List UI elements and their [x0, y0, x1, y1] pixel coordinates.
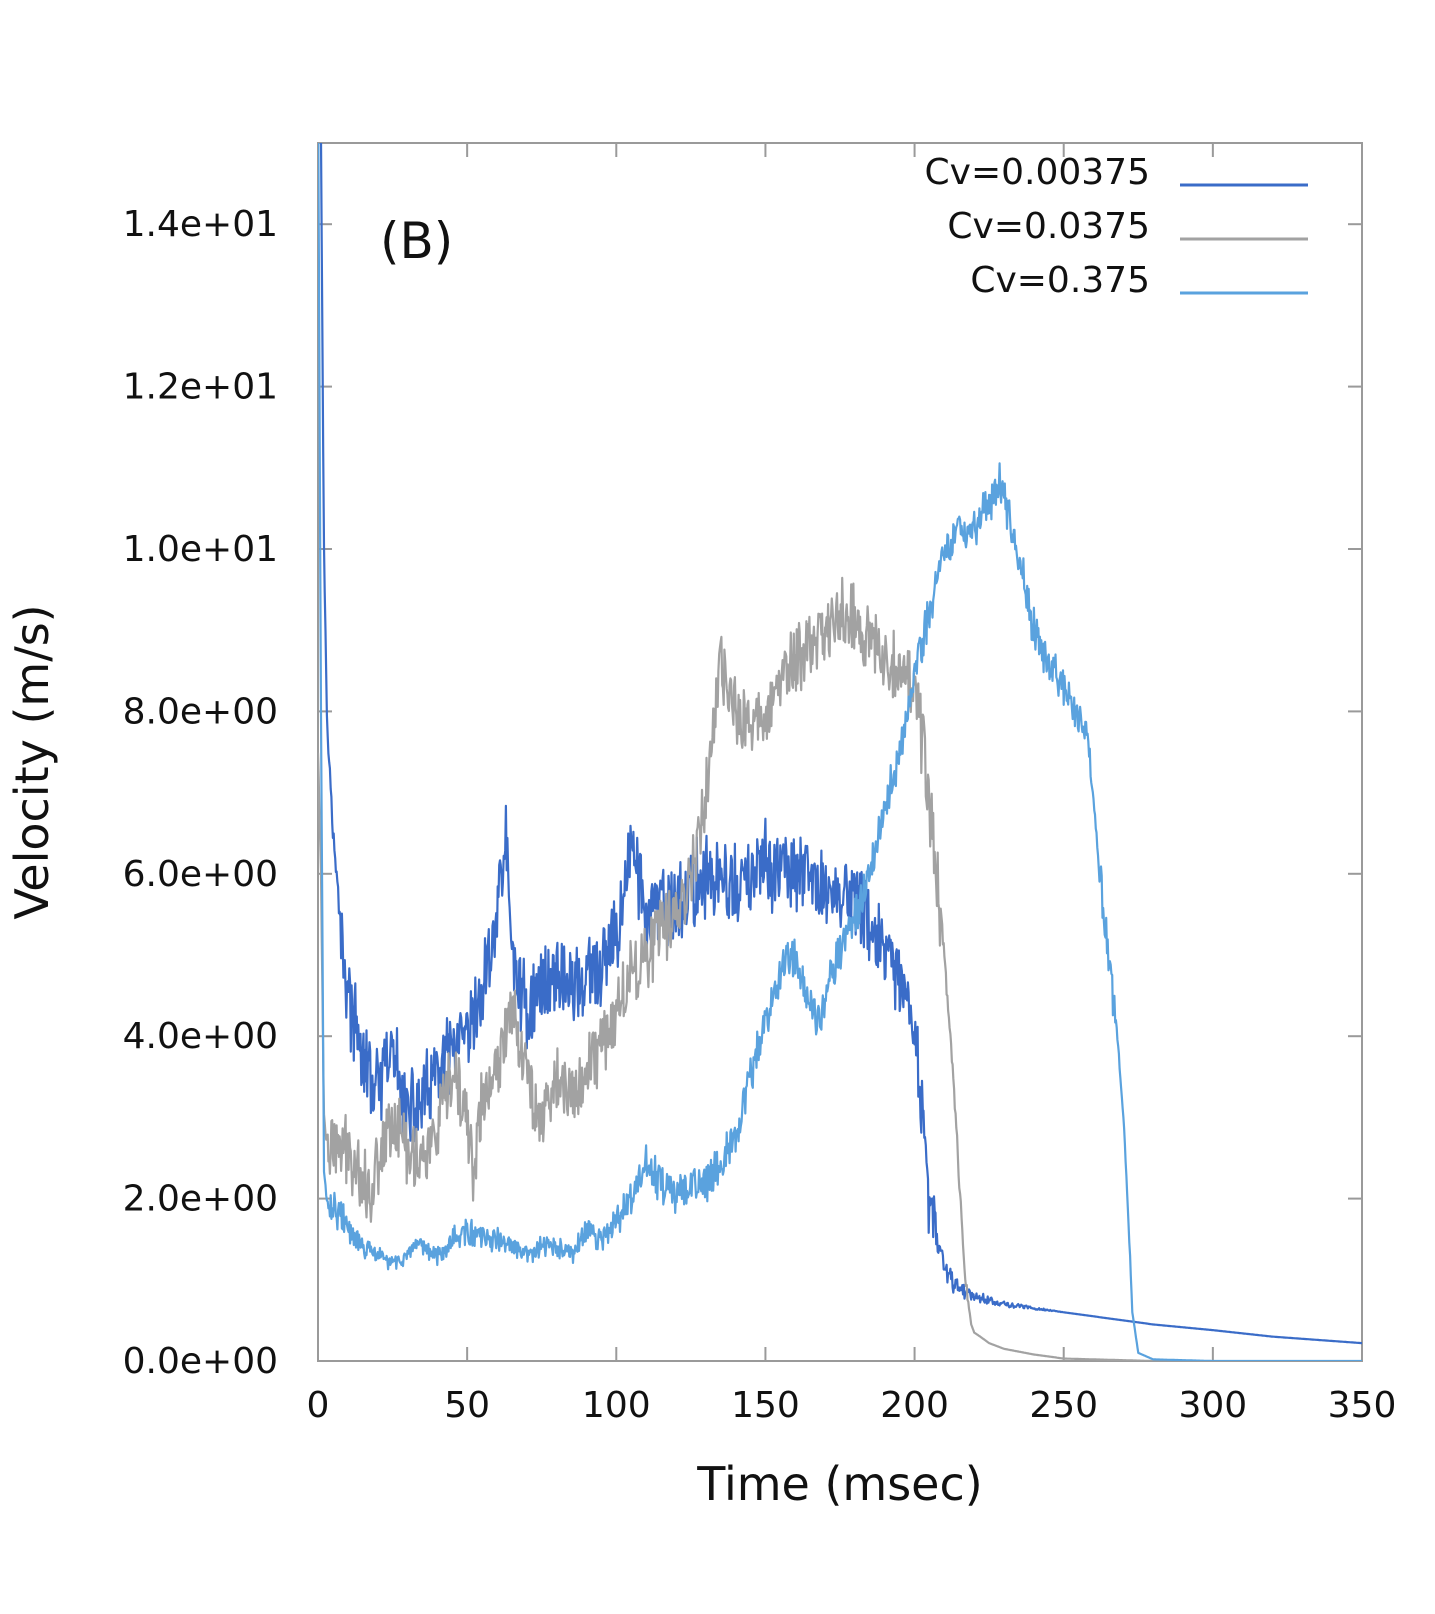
- y-tick-label: 1.2e+01: [123, 367, 278, 408]
- y-tick-label: 6.0e+00: [123, 854, 278, 895]
- x-tick-label: 200: [880, 1385, 949, 1426]
- x-tick-label: 350: [1328, 1385, 1397, 1426]
- y-tick-label: 2.0e+00: [123, 1179, 278, 1220]
- x-tick-label: 150: [731, 1385, 800, 1426]
- y-tick-label: 8.0e+00: [123, 691, 278, 732]
- series-line-2: [318, 576, 1154, 1361]
- y-tick-label: 0.0e+00: [123, 1341, 278, 1382]
- y-tick-label: 1.0e+01: [123, 529, 278, 570]
- legend: Cv=0.00375 Cv=0.0375 Cv=0.375: [925, 152, 1308, 301]
- y-tick-label: 4.0e+00: [123, 1016, 278, 1057]
- axis-ticks: [317, 143, 1363, 1362]
- y-tick-label: 1.4e+01: [123, 204, 278, 245]
- legend-label-1: Cv=0.00375: [925, 152, 1150, 193]
- tick-labels: 0 50 100 150 200 250 300 350 0.0e+00 2.0e+00 4.0e+…: [123, 204, 1397, 1426]
- x-tick-label: 250: [1029, 1385, 1098, 1426]
- series-line-3: [318, 143, 1362, 1361]
- x-tick-label: 0: [307, 1385, 330, 1426]
- y-axis-title: Velocity (m/s): [5, 604, 59, 919]
- plot-frame: [317, 142, 1363, 1362]
- legend-label-3: Cv=0.375: [970, 260, 1150, 301]
- x-tick-label: 100: [582, 1385, 651, 1426]
- legend-label-2: Cv=0.0375: [947, 206, 1150, 247]
- panel-label: (B): [380, 212, 453, 270]
- series-line-1: [319, 143, 1362, 1345]
- x-axis-title: Time (msec): [696, 1457, 982, 1511]
- x-tick-label: 300: [1178, 1385, 1247, 1426]
- x-tick-label: 50: [444, 1385, 490, 1426]
- series-group: [318, 143, 1362, 1361]
